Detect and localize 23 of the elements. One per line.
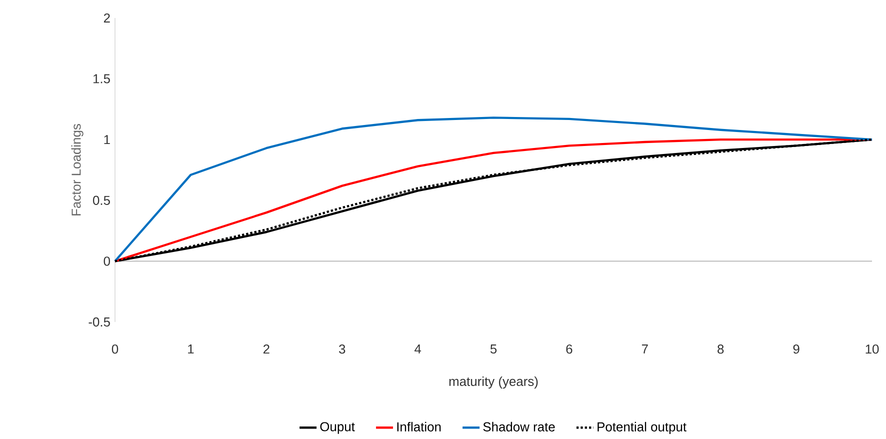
x-tick-label: 3	[339, 344, 346, 354]
x-tick-label: 7	[642, 344, 648, 354]
y-tick-label: 0.5	[92, 196, 110, 205]
x-tick-label: 1	[188, 344, 194, 354]
legend-label: Potential output	[598, 422, 686, 434]
x-axis-title: maturity (years)	[449, 376, 538, 389]
x-tick-label: 2	[263, 344, 270, 354]
y-tick-label: 2	[104, 13, 110, 23]
y-tick-label: 1.5	[93, 74, 110, 84]
x-tick-label: 8	[718, 344, 724, 354]
x-tick-label: 4	[414, 344, 422, 354]
legend-label: Shadow rate	[483, 422, 555, 432]
y-axis-title: Factor Loadings	[71, 124, 84, 216]
x-tick-label: 9	[793, 344, 800, 354]
x-tick-label: 10	[866, 344, 879, 354]
x-tick-label: 5	[490, 344, 497, 354]
y-tick-label: 1	[104, 135, 110, 144]
x-tick-label: 0	[112, 344, 118, 354]
x-tick-label: 6	[566, 344, 572, 354]
y-tick-label: 0	[104, 256, 110, 266]
legend-label: Inflation	[397, 422, 441, 432]
y-tick-label: -0.5	[88, 317, 110, 327]
legend-label: Ouput	[320, 422, 355, 434]
